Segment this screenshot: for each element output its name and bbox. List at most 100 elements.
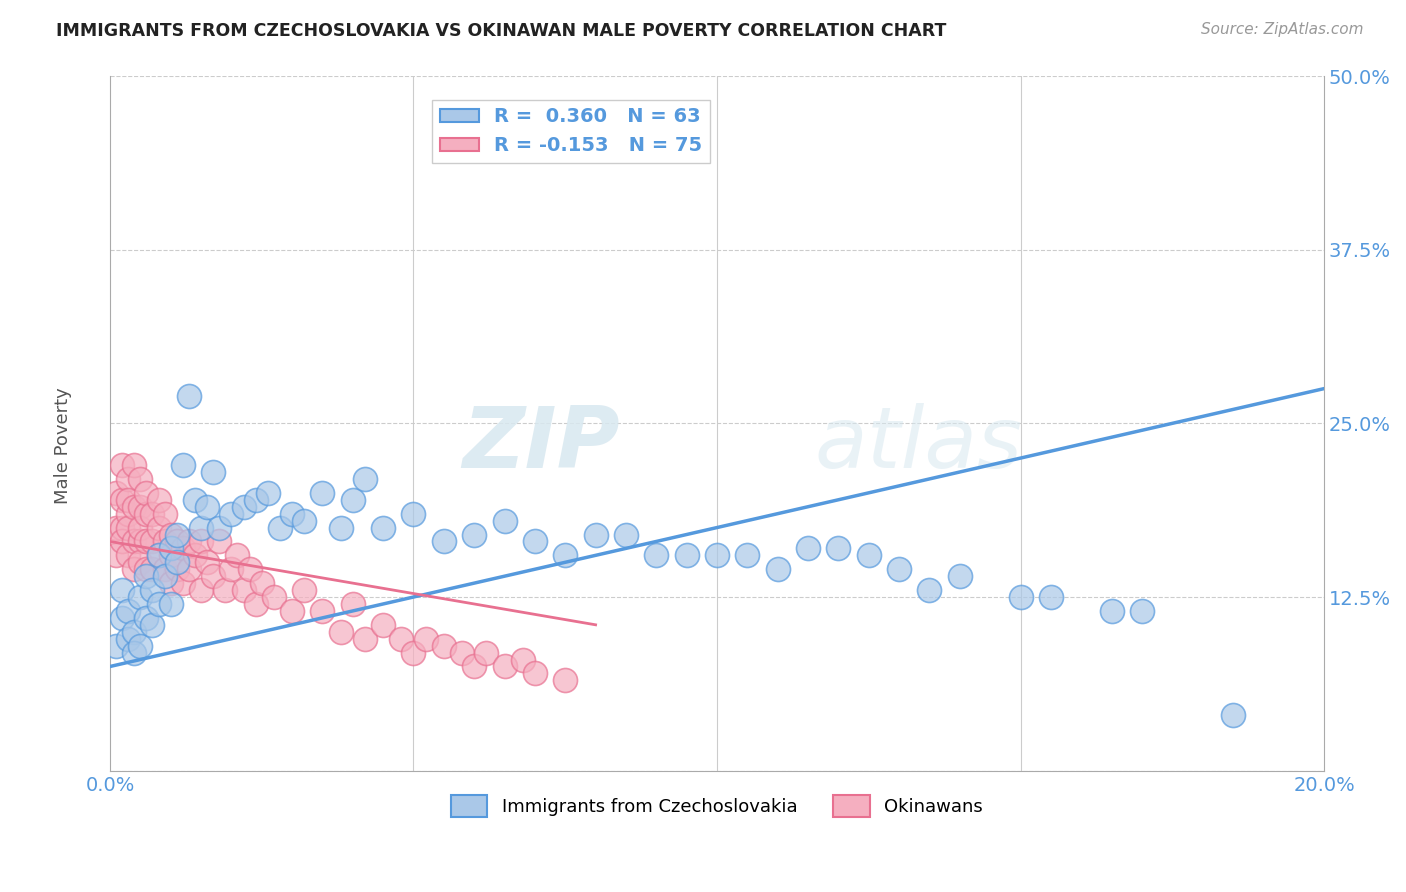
Point — [122, 534, 145, 549]
Point — [329, 520, 352, 534]
Point — [737, 549, 759, 563]
Point — [494, 514, 516, 528]
Point — [373, 617, 395, 632]
Point — [766, 562, 789, 576]
Point — [494, 659, 516, 673]
Point — [451, 646, 474, 660]
Point — [117, 472, 139, 486]
Point — [190, 534, 212, 549]
Point — [159, 549, 181, 563]
Point — [148, 520, 170, 534]
Point — [148, 549, 170, 563]
Point — [135, 569, 157, 583]
Point — [202, 465, 225, 479]
Point — [887, 562, 910, 576]
Point — [645, 549, 668, 563]
Point — [105, 549, 128, 563]
Point — [463, 527, 485, 541]
Point — [159, 597, 181, 611]
Text: Source: ZipAtlas.com: Source: ZipAtlas.com — [1201, 22, 1364, 37]
Point — [245, 597, 267, 611]
Point — [523, 666, 546, 681]
Point — [166, 534, 188, 549]
Point — [1101, 604, 1123, 618]
Point — [949, 569, 972, 583]
Point — [166, 527, 188, 541]
Point — [232, 500, 254, 514]
Point — [105, 639, 128, 653]
Point — [311, 604, 333, 618]
Point — [706, 549, 728, 563]
Point — [281, 507, 304, 521]
Point — [135, 485, 157, 500]
Point — [554, 673, 576, 688]
Point — [111, 611, 134, 625]
Point — [221, 562, 243, 576]
Point — [166, 555, 188, 569]
Point — [135, 562, 157, 576]
Point — [354, 472, 377, 486]
Point — [117, 549, 139, 563]
Point — [184, 492, 207, 507]
Point — [153, 534, 176, 549]
Point — [329, 624, 352, 639]
Point — [256, 485, 278, 500]
Point — [292, 514, 315, 528]
Point — [177, 562, 200, 576]
Legend: Immigrants from Czechoslovakia, Okinawans: Immigrants from Czechoslovakia, Okinawan… — [444, 788, 990, 824]
Point — [111, 520, 134, 534]
Text: IMMIGRANTS FROM CZECHOSLOVAKIA VS OKINAWAN MALE POVERTY CORRELATION CHART: IMMIGRANTS FROM CZECHOSLOVAKIA VS OKINAW… — [56, 22, 946, 40]
Point — [141, 507, 163, 521]
Point — [117, 632, 139, 646]
Point — [226, 549, 249, 563]
Point — [195, 500, 218, 514]
Point — [177, 534, 200, 549]
Point — [263, 590, 285, 604]
Point — [354, 632, 377, 646]
Point — [239, 562, 262, 576]
Point — [105, 520, 128, 534]
Point — [111, 534, 134, 549]
Point — [1010, 590, 1032, 604]
Point — [475, 646, 498, 660]
Point — [342, 492, 364, 507]
Point — [122, 624, 145, 639]
Point — [402, 507, 425, 521]
Point — [122, 458, 145, 472]
Point — [141, 617, 163, 632]
Point — [195, 555, 218, 569]
Point — [433, 639, 456, 653]
Point — [675, 549, 697, 563]
Point — [614, 527, 637, 541]
Point — [153, 507, 176, 521]
Point — [512, 652, 534, 666]
Point — [342, 597, 364, 611]
Point — [402, 646, 425, 660]
Point — [122, 500, 145, 514]
Point — [208, 520, 231, 534]
Point — [190, 583, 212, 598]
Point — [148, 549, 170, 563]
Point — [148, 597, 170, 611]
Point — [214, 583, 236, 598]
Text: atlas: atlas — [814, 402, 1022, 486]
Point — [129, 639, 152, 653]
Point — [172, 576, 194, 591]
Point — [177, 388, 200, 402]
Point — [129, 500, 152, 514]
Point — [827, 541, 849, 556]
Point — [166, 562, 188, 576]
Point — [122, 646, 145, 660]
Point — [129, 534, 152, 549]
Point — [463, 659, 485, 673]
Point — [148, 492, 170, 507]
Point — [117, 520, 139, 534]
Point — [373, 520, 395, 534]
Point — [172, 458, 194, 472]
Point — [250, 576, 273, 591]
Point — [311, 485, 333, 500]
Point — [389, 632, 412, 646]
Point — [172, 541, 194, 556]
Point — [245, 492, 267, 507]
Point — [122, 562, 145, 576]
